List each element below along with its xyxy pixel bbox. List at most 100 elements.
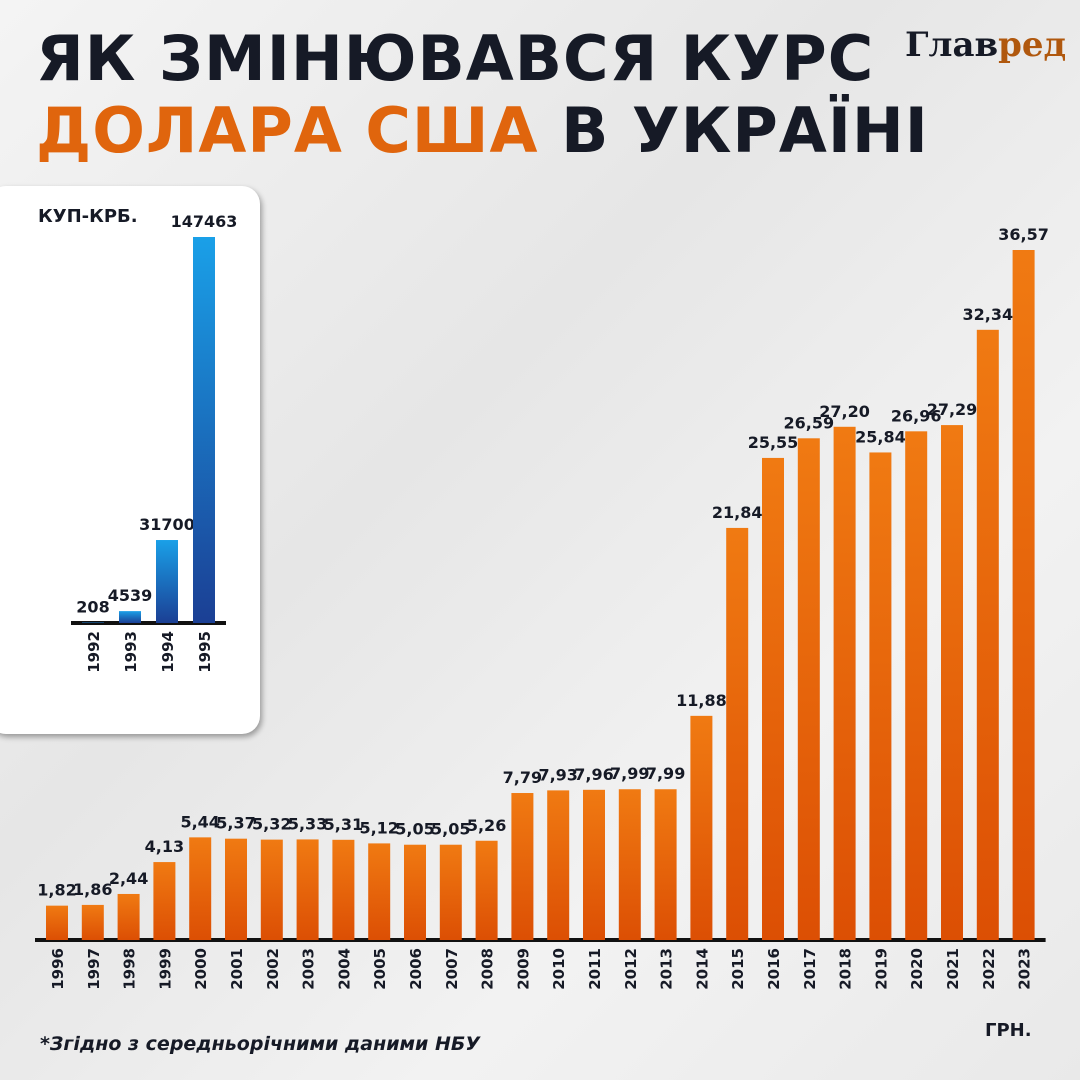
data-label-2020: 26,96 <box>891 406 942 425</box>
title-rest: В УКРАЇНІ <box>538 94 929 167</box>
bar-2008 <box>475 840 498 940</box>
data-label-2000: 5,44 <box>180 812 219 831</box>
tick-label-2010: 2010 <box>550 948 568 990</box>
tick-label-2002: 2002 <box>264 948 282 990</box>
data-label-2006: 5,05 <box>395 820 434 839</box>
tick-label-2022: 2022 <box>980 948 998 990</box>
bar-2018 <box>833 426 856 940</box>
data-label-2008: 5,26 <box>467 816 506 835</box>
bar-1997 <box>81 904 104 940</box>
data-label-1994: 31700 <box>139 515 195 534</box>
main-unit-label: ГРН. <box>985 1020 1032 1041</box>
tick-label-2004: 2004 <box>335 948 353 990</box>
data-label-1998: 2,44 <box>109 869 148 888</box>
data-label-1993: 4539 <box>108 586 153 605</box>
data-label-1999: 4,13 <box>145 837 184 856</box>
tick-label-2012: 2012 <box>622 948 640 990</box>
data-label-1996: 1,82 <box>37 881 76 900</box>
tick-label-2005: 2005 <box>371 948 389 990</box>
tick-label-2015: 2015 <box>729 948 747 990</box>
tick-label-2017: 2017 <box>801 948 819 990</box>
bar-2011 <box>583 789 605 940</box>
tick-label-2007: 2007 <box>443 948 461 990</box>
tick-label-2006: 2006 <box>407 948 425 990</box>
bar-2016 <box>762 457 784 940</box>
logo-part1: Глав <box>905 25 999 65</box>
tick-label-2016: 2016 <box>765 948 783 990</box>
bar-1992 <box>82 622 104 623</box>
tick-label-2003: 2003 <box>300 948 318 990</box>
logo-part2: ред <box>998 25 1067 65</box>
data-label-1992: 208 <box>76 597 109 616</box>
bar-2022 <box>976 329 999 941</box>
data-label-2005: 5,12 <box>359 818 398 837</box>
bar-2010 <box>547 790 570 940</box>
bar-1999 <box>153 862 176 940</box>
tick-label-1994: 1994 <box>159 631 177 673</box>
data-label-2012: 7,99 <box>610 764 649 783</box>
tick-label-2000: 2000 <box>192 948 210 990</box>
inset-unit-label: КУП-КРБ. <box>38 206 138 227</box>
bar-1995 <box>193 237 215 623</box>
bar-2002 <box>260 839 283 940</box>
bar-2007 <box>439 844 462 940</box>
tick-label-1997: 1997 <box>85 948 103 990</box>
data-label-2014: 11,88 <box>676 691 727 710</box>
bar-2020 <box>905 431 928 940</box>
data-label-2010: 7,93 <box>538 765 577 784</box>
data-label-2007: 5,05 <box>431 820 470 839</box>
tick-label-1999: 1999 <box>156 948 174 990</box>
tick-label-2001: 2001 <box>228 948 246 990</box>
bar-2014 <box>690 715 713 940</box>
tick-label-2018: 2018 <box>837 948 855 990</box>
data-label-2013: 7,99 <box>646 764 685 783</box>
data-label-2017: 26,59 <box>783 413 834 432</box>
bar-2013 <box>654 789 677 940</box>
inset-card <box>0 186 260 734</box>
logo: Главред <box>905 25 1066 65</box>
tick-label-2013: 2013 <box>658 948 676 990</box>
data-label-2021: 27,29 <box>927 400 978 419</box>
data-label-2019: 25,84 <box>855 427 906 446</box>
data-label-1997: 1,86 <box>73 880 112 899</box>
bar-1996 <box>46 905 68 940</box>
tick-label-1993: 1993 <box>122 631 140 673</box>
title-accent: ДОЛАРА США <box>36 94 539 167</box>
data-label-2001: 5,37 <box>216 814 255 833</box>
bar-2017 <box>797 438 820 940</box>
data-label-2002: 5,32 <box>252 815 291 834</box>
data-label-2009: 7,79 <box>503 768 542 787</box>
title-line-1: ЯК ЗМІНЮВАВСЯ КУРС <box>36 22 875 95</box>
bar-2003 <box>296 839 319 940</box>
tick-label-2014: 2014 <box>693 948 711 990</box>
data-label-2003: 5,33 <box>288 814 327 833</box>
bar-2009 <box>511 793 534 940</box>
data-label-1995: 147463 <box>171 212 238 231</box>
bar-2012 <box>618 789 641 940</box>
bar-2023 <box>1012 250 1035 940</box>
bar-2019 <box>869 452 892 940</box>
bar-1998 <box>117 893 140 940</box>
tick-label-2008: 2008 <box>479 948 497 990</box>
bar-2004 <box>332 839 355 940</box>
tick-label-1996: 1996 <box>49 948 67 990</box>
tick-label-2011: 2011 <box>586 948 604 990</box>
data-label-2018: 27,20 <box>819 402 870 421</box>
data-label-2015: 21,84 <box>712 503 763 522</box>
bar-2005 <box>368 843 391 940</box>
tick-label-1998: 1998 <box>121 948 139 990</box>
data-label-2011: 7,96 <box>574 765 613 784</box>
tick-label-2019: 2019 <box>872 948 890 990</box>
tick-label-2021: 2021 <box>944 948 962 990</box>
bar-2001 <box>225 838 247 940</box>
bar-1994 <box>156 540 178 623</box>
data-label-2023: 36,57 <box>998 225 1049 244</box>
tick-label-2023: 2023 <box>1016 948 1034 990</box>
tick-label-2020: 2020 <box>908 948 926 990</box>
tick-label-2009: 2009 <box>514 948 532 990</box>
footnote: *Згідно з середньорічними даними НБУ <box>40 1033 480 1055</box>
data-label-2022: 32,34 <box>962 305 1013 324</box>
bar-2000 <box>189 837 212 940</box>
